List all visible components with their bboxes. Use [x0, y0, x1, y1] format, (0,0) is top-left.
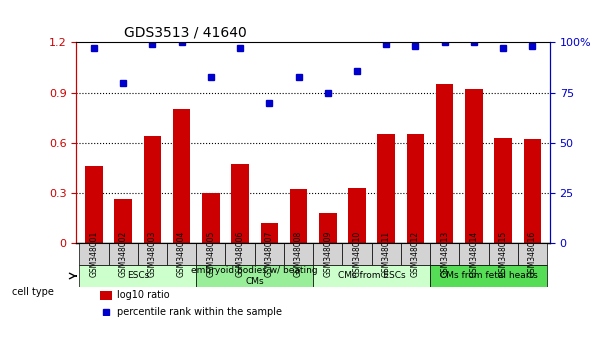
Text: GSM348014: GSM348014: [469, 231, 478, 277]
Text: GSM348016: GSM348016: [528, 231, 537, 277]
FancyBboxPatch shape: [255, 243, 284, 265]
FancyBboxPatch shape: [313, 243, 342, 265]
Bar: [202, 193, 219, 243]
Bar: [348, 188, 366, 243]
Text: CMs from ESCs: CMs from ESCs: [338, 272, 406, 280]
Text: embryoid bodies w/ beating
CMs: embryoid bodies w/ beating CMs: [191, 266, 318, 286]
Text: GSM348009: GSM348009: [323, 231, 332, 277]
FancyBboxPatch shape: [196, 265, 313, 287]
FancyBboxPatch shape: [196, 243, 225, 265]
Text: log10 ratio: log10 ratio: [117, 290, 169, 301]
FancyBboxPatch shape: [371, 243, 401, 265]
Text: GSM348005: GSM348005: [207, 231, 215, 277]
Bar: [378, 134, 395, 243]
FancyBboxPatch shape: [225, 243, 255, 265]
Text: GSM348006: GSM348006: [236, 231, 244, 277]
Text: GSM348004: GSM348004: [177, 231, 186, 277]
FancyBboxPatch shape: [489, 243, 518, 265]
Text: GSM348003: GSM348003: [148, 231, 157, 277]
Bar: [232, 164, 249, 243]
FancyBboxPatch shape: [284, 243, 313, 265]
Bar: [260, 223, 278, 243]
Bar: [465, 89, 483, 243]
Text: GSM348001: GSM348001: [89, 231, 98, 277]
Text: GSM348002: GSM348002: [119, 231, 128, 277]
Bar: [173, 109, 191, 243]
FancyBboxPatch shape: [79, 265, 196, 287]
Bar: [524, 139, 541, 243]
FancyBboxPatch shape: [430, 265, 547, 287]
Bar: [290, 189, 307, 243]
Bar: [407, 134, 424, 243]
Bar: [144, 136, 161, 243]
Text: GSM348008: GSM348008: [294, 231, 303, 277]
Text: GSM348010: GSM348010: [353, 231, 362, 277]
Text: percentile rank within the sample: percentile rank within the sample: [117, 307, 282, 317]
FancyBboxPatch shape: [342, 243, 371, 265]
Bar: [85, 166, 103, 243]
FancyBboxPatch shape: [401, 243, 430, 265]
Text: GSM348011: GSM348011: [382, 231, 390, 277]
Text: GSM348012: GSM348012: [411, 231, 420, 277]
Text: cell type: cell type: [12, 287, 54, 297]
FancyBboxPatch shape: [109, 243, 137, 265]
Text: GSM348013: GSM348013: [440, 231, 449, 277]
Bar: [114, 200, 132, 243]
Text: GDS3513 / 41640: GDS3513 / 41640: [123, 26, 246, 40]
FancyBboxPatch shape: [79, 243, 109, 265]
FancyBboxPatch shape: [518, 243, 547, 265]
Text: ESCs: ESCs: [126, 272, 149, 280]
Bar: [100, 291, 112, 299]
Bar: [319, 213, 337, 243]
Bar: [436, 84, 453, 243]
FancyBboxPatch shape: [137, 243, 167, 265]
FancyBboxPatch shape: [167, 243, 196, 265]
Text: CMs from fetal hearts: CMs from fetal hearts: [440, 272, 538, 280]
FancyBboxPatch shape: [459, 243, 489, 265]
FancyBboxPatch shape: [313, 265, 430, 287]
Bar: [494, 138, 512, 243]
Text: GSM348015: GSM348015: [499, 231, 508, 277]
Text: GSM348007: GSM348007: [265, 231, 274, 277]
FancyBboxPatch shape: [430, 243, 459, 265]
